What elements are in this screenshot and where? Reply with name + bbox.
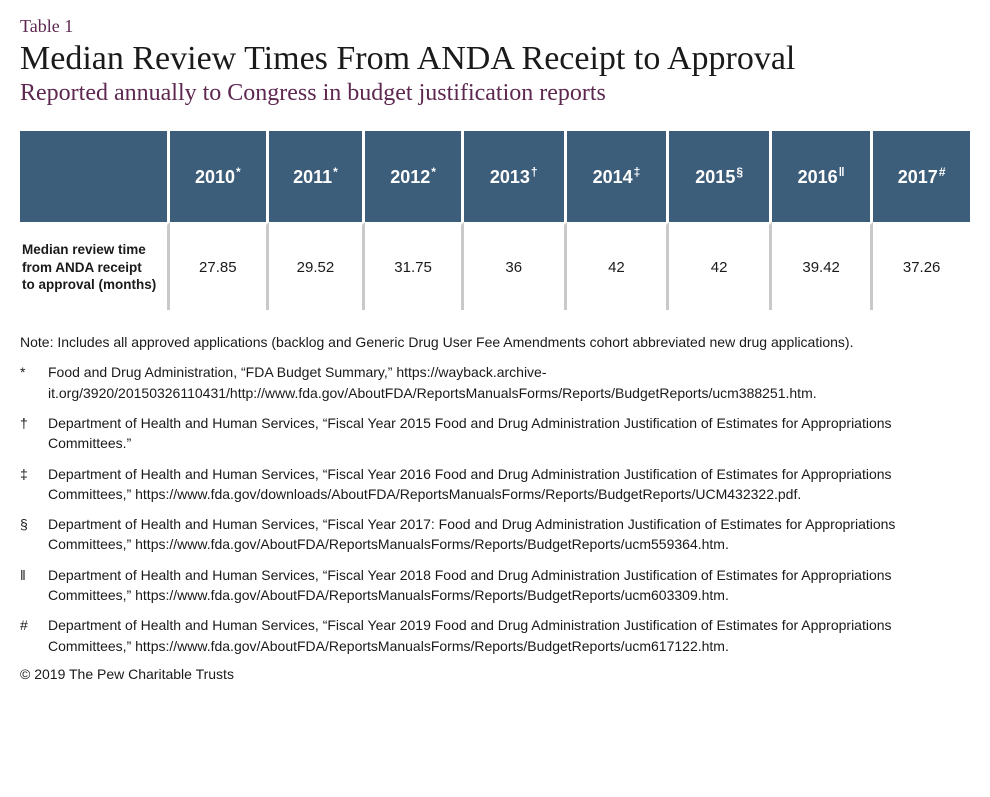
col-2014: 2014‡ xyxy=(567,131,670,222)
table-label: Table 1 xyxy=(20,16,970,37)
value-2016: 39.42 xyxy=(772,222,873,310)
footnote: # Department of Health and Human Service… xyxy=(20,615,970,656)
page-subtitle: Reported annually to Congress in budget … xyxy=(20,80,970,107)
col-2013: 2013† xyxy=(464,131,567,222)
footnote-symbol: § xyxy=(20,514,48,555)
footnote: ǁ Department of Health and Human Service… xyxy=(20,565,970,606)
value-2014: 42 xyxy=(567,222,670,310)
page-title: Median Review Times From ANDA Receipt to… xyxy=(20,39,970,78)
copyright: © 2019 The Pew Charitable Trusts xyxy=(20,666,970,682)
row-label: Median review time from ANDA receipt to … xyxy=(20,222,170,310)
col-2017: 2017# xyxy=(873,131,970,222)
footnote: † Department of Health and Human Service… xyxy=(20,413,970,454)
col-2011: 2011* xyxy=(269,131,366,222)
footnote-text: Department of Health and Human Services,… xyxy=(48,615,970,656)
footnote-text: Department of Health and Human Services,… xyxy=(48,514,970,555)
table-note: Note: Includes all approved applications… xyxy=(20,332,970,352)
value-2017: 37.26 xyxy=(873,222,970,310)
footnote-symbol: ǁ xyxy=(20,565,48,606)
footnote-text: Department of Health and Human Services,… xyxy=(48,464,970,505)
footnote: § Department of Health and Human Service… xyxy=(20,514,970,555)
footnote-symbol: † xyxy=(20,413,48,454)
value-2010: 27.85 xyxy=(170,222,269,310)
col-2010: 2010* xyxy=(170,131,269,222)
footnote-text: Department of Health and Human Services,… xyxy=(48,565,970,606)
header-blank xyxy=(20,131,170,222)
footnote-symbol: ‡ xyxy=(20,464,48,505)
table-row: Median review time from ANDA receipt to … xyxy=(20,222,970,310)
table-header-row: 2010* 2011* 2012* 2013† 2014‡ 2015§ 2016… xyxy=(20,131,970,222)
footnote-text: Food and Drug Administration, “FDA Budge… xyxy=(48,362,970,403)
footnote-symbol: # xyxy=(20,615,48,656)
value-2012: 31.75 xyxy=(365,222,464,310)
review-times-table: 2010* 2011* 2012* 2013† 2014‡ 2015§ 2016… xyxy=(20,131,970,310)
value-2011: 29.52 xyxy=(269,222,366,310)
footnote-symbol: * xyxy=(20,362,48,403)
col-2016: 2016ǁ xyxy=(772,131,873,222)
value-2015: 42 xyxy=(669,222,772,310)
value-2013: 36 xyxy=(464,222,567,310)
footnote: * Food and Drug Administration, “FDA Bud… xyxy=(20,362,970,403)
footnotes: * Food and Drug Administration, “FDA Bud… xyxy=(20,362,970,656)
footnote: ‡ Department of Health and Human Service… xyxy=(20,464,970,505)
col-2012: 2012* xyxy=(365,131,464,222)
col-2015: 2015§ xyxy=(669,131,772,222)
footnote-text: Department of Health and Human Services,… xyxy=(48,413,970,454)
